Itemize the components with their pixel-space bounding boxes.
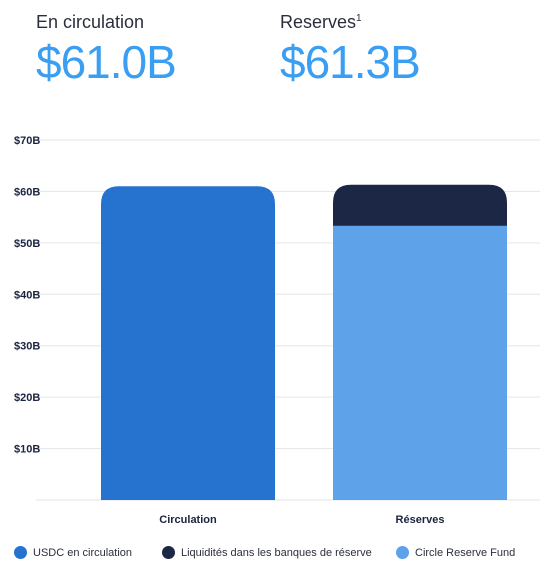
legend-item: Circle Reserve Fund [396,546,515,559]
legend-label: Liquidités dans les banques de réserve [181,546,372,559]
chart-legend: USDC en circulation Liquidités dans les b… [10,546,550,566]
reserves-stat-value: $61.3B [280,36,421,88]
legend-item: USDC en circulation [14,546,132,559]
y-tick-label: $20B [14,392,40,404]
legend-item: Liquidités dans les banques de réserve [162,546,372,559]
y-tick-label: $70B [14,135,40,147]
circulation-stat-value: $61.0B [36,36,177,88]
legend-swatch [396,546,409,559]
circulation-stat-label: En circulation [36,12,145,32]
reserves-stat: Reserves1 $61.3B [280,12,421,88]
legend-swatch [14,546,27,559]
bar-segment [333,225,507,500]
legend-label: Circle Reserve Fund [415,546,516,559]
bar-segment [333,184,507,226]
y-tick-label: $40B [14,289,40,301]
y-tick-label: $60B [14,186,40,198]
bars [101,184,507,501]
y-tick-label: $30B [14,341,40,353]
reserves-stat-label: Reserves [280,12,357,32]
y-tick-label: $10B [14,444,40,456]
reserves-footnote: 1 [356,13,362,24]
legend-label: USDC en circulation [33,546,133,559]
x-category-label: Réserves [396,514,445,526]
legend-swatch [162,546,175,559]
bar-segment [101,186,275,501]
reserves-stat-label-wrap: Reserves1 [280,12,420,33]
circulation-stat: En circulation $61.0B [36,12,177,88]
x-category-label: Circulation [159,514,217,526]
y-tick-label: $50B [14,238,40,250]
axis-labels: $10B $20B $30B $40B $50B $60B $70B Circulation R… [14,135,444,526]
